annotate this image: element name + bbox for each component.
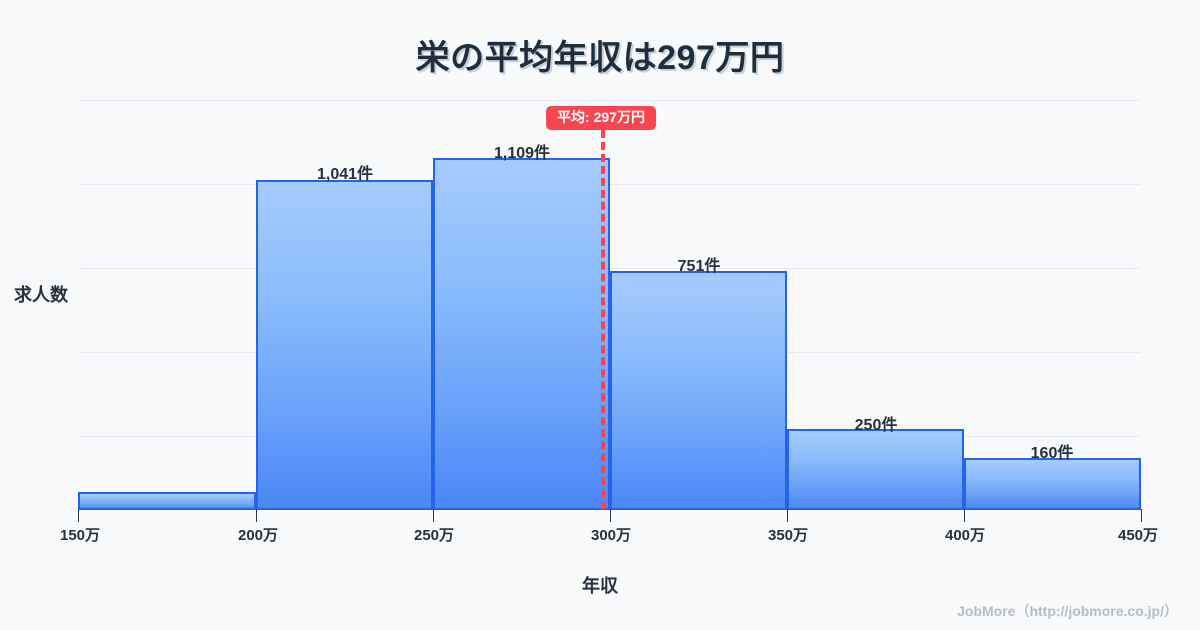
bar-value-label: 751件 bbox=[677, 258, 721, 275]
bar-value-label: 250件 bbox=[854, 417, 898, 434]
x-axis-label: 年収 bbox=[582, 576, 618, 596]
histogram-bar[interactable] bbox=[78, 492, 256, 509]
bar-value-label: 1,041件 bbox=[316, 166, 374, 183]
x-axis-tick-label: 350万 bbox=[767, 527, 809, 544]
x-axis-line bbox=[78, 508, 1141, 510]
x-axis-tick bbox=[787, 509, 788, 522]
histogram-bar[interactable] bbox=[610, 271, 787, 509]
x-axis-tick-label: 300万 bbox=[590, 527, 632, 544]
histogram-bar[interactable] bbox=[964, 458, 1141, 509]
mean-line bbox=[601, 130, 605, 509]
histogram-bar[interactable] bbox=[256, 180, 433, 509]
x-axis-tick bbox=[964, 509, 965, 522]
x-axis-tick bbox=[610, 509, 611, 522]
gridline bbox=[78, 100, 1141, 101]
bar-value-label: 160件 bbox=[1030, 445, 1074, 462]
y-axis-label: 求人数 bbox=[14, 285, 68, 305]
page-title: 栄の平均年収は297万円 bbox=[415, 39, 785, 77]
x-axis-tick bbox=[1141, 509, 1142, 522]
mean-badge: 平均: 297万円 bbox=[546, 106, 656, 131]
bar-value-label: 1,109件 bbox=[493, 145, 551, 162]
plot-area bbox=[78, 100, 1141, 509]
x-axis-tick-label: 200万 bbox=[237, 527, 279, 544]
watermark-credit: JobMore（http://jobmore.co.jp/） bbox=[957, 603, 1178, 619]
x-axis-tick bbox=[78, 509, 79, 522]
x-axis-tick-label: 400万 bbox=[944, 527, 986, 544]
x-axis-tick-label: 250万 bbox=[413, 527, 455, 544]
x-axis-tick-label: 450万 bbox=[1117, 527, 1159, 544]
x-axis-tick bbox=[256, 509, 257, 522]
x-axis-tick bbox=[433, 509, 434, 522]
x-axis-tick-label: 150万 bbox=[59, 527, 101, 544]
histogram-bar[interactable] bbox=[787, 429, 964, 509]
histogram-bar[interactable] bbox=[433, 158, 610, 509]
